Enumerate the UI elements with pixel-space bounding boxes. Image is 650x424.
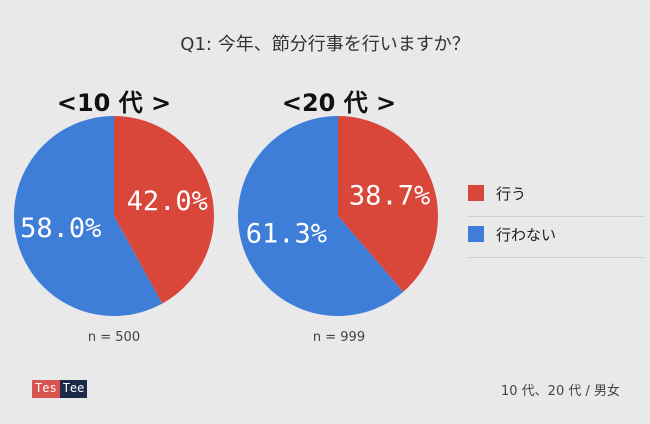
legend-item-do: 行う [468,182,644,217]
pie-slice-do [114,116,215,304]
pie-chart-20s: 38.7% 61.3% [238,116,439,316]
pie-slice-not [14,116,163,316]
footer-target: 10 代、20 代 / 男女 [501,384,620,399]
chart-title: Q1: 今年、節分行事を行いますか？ [180,34,470,55]
legend: 行う 行わない [468,182,644,258]
pie-slice-do [338,116,439,292]
pie-label-not: 61.3% [246,219,327,250]
sample-size-10s: n = 500 [87,330,141,345]
legend-swatch-do [468,185,484,201]
legend-label-not: 行わない [496,226,557,244]
testee-logo: Tes Tee [32,380,88,398]
pie-title-20s: <20 代 > [281,89,397,117]
legend-swatch-not [468,226,484,242]
pie-label-do: 38.7% [349,180,430,211]
logo-part-tes: Tes [32,380,60,398]
pie-chart-10s: 42.0% 58.0% [14,116,215,316]
logo-part-tee: Tee [59,380,88,398]
legend-item-not: 行わない [468,223,644,258]
pie-slice-not [238,116,404,316]
pie-title-10s: <10 代 > [56,89,172,117]
pie-label-do: 42.0% [127,186,208,217]
pie-label-not: 58.0% [20,213,101,244]
sample-size-20s: n = 999 [312,330,366,345]
legend-label-do: 行う [496,185,527,203]
